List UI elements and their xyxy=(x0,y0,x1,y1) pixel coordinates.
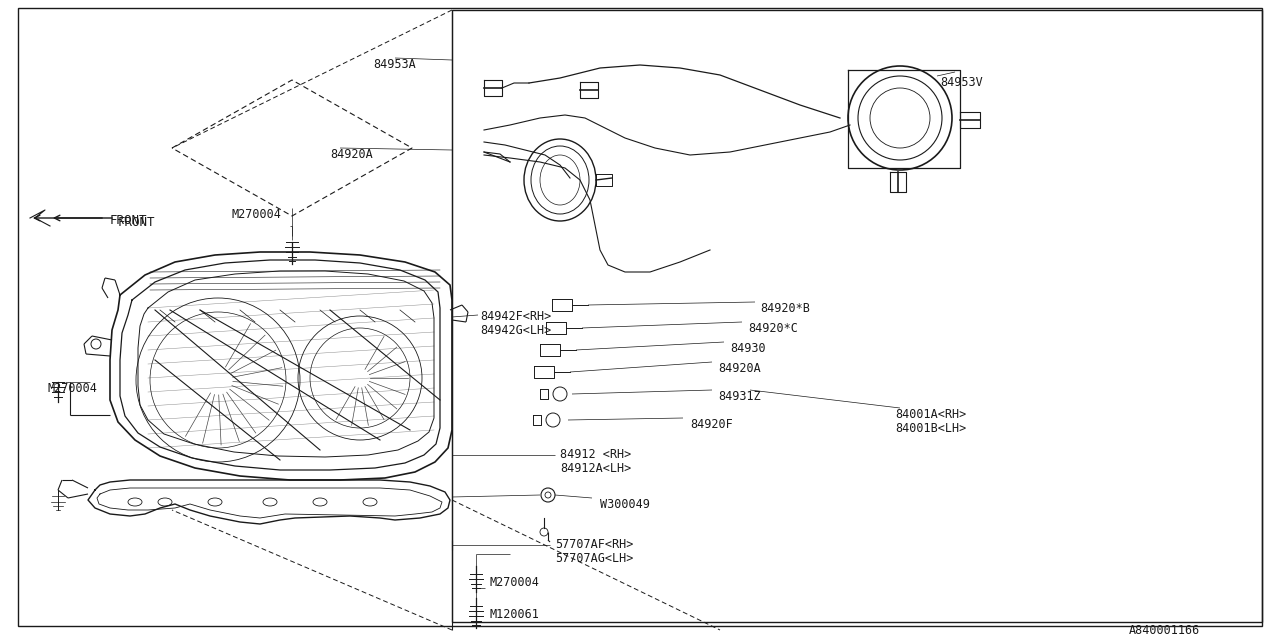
Text: M270004: M270004 xyxy=(49,382,97,395)
Text: M270004: M270004 xyxy=(232,208,282,221)
Text: 84001A<RH>: 84001A<RH> xyxy=(895,408,966,421)
Text: M270004: M270004 xyxy=(490,576,540,589)
Text: 84953V: 84953V xyxy=(940,76,983,89)
Text: 84930: 84930 xyxy=(730,342,765,355)
Text: 84920*C: 84920*C xyxy=(748,322,797,335)
Text: FRONT: FRONT xyxy=(110,214,147,227)
Text: 84942F<RH>: 84942F<RH> xyxy=(480,310,552,323)
Text: 84920*B: 84920*B xyxy=(760,302,810,315)
Text: A840001166: A840001166 xyxy=(1129,624,1201,637)
Text: W300049: W300049 xyxy=(600,498,650,511)
Text: 84942G<LH>: 84942G<LH> xyxy=(480,324,552,337)
Text: 84912 <RH>: 84912 <RH> xyxy=(561,448,631,461)
Text: 84920F: 84920F xyxy=(690,418,732,431)
Bar xyxy=(452,10,1262,622)
Text: 84920A: 84920A xyxy=(330,148,372,161)
Text: M120061: M120061 xyxy=(490,608,540,621)
Text: 84001B<LH>: 84001B<LH> xyxy=(895,422,966,435)
Text: 57707AF<RH>: 57707AF<RH> xyxy=(556,538,634,551)
Text: 84953A: 84953A xyxy=(374,58,416,71)
Text: 84931Z: 84931Z xyxy=(718,390,760,403)
Text: FRONT: FRONT xyxy=(118,216,155,228)
Text: 84912A<LH>: 84912A<LH> xyxy=(561,462,631,475)
Text: 84920A: 84920A xyxy=(718,362,760,375)
Text: 57707AG<LH>: 57707AG<LH> xyxy=(556,552,634,565)
